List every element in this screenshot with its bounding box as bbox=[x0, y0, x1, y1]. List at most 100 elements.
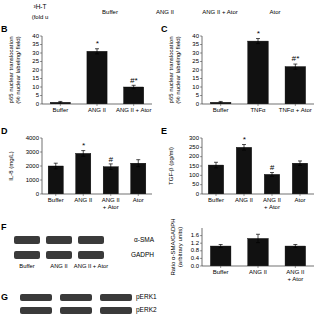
text-line: ANG II bbox=[286, 269, 304, 275]
x-tick bbox=[258, 266, 259, 268]
y-tick bbox=[200, 175, 202, 176]
x-tick-label: ANG II bbox=[88, 107, 106, 113]
error-bar bbox=[109, 164, 113, 170]
strip-label: ³H-T bbox=[34, 3, 47, 10]
y-tick-label: 25 bbox=[192, 58, 199, 64]
y-tick-label: 1.2 bbox=[191, 240, 200, 246]
x-tick-label: Buffer bbox=[48, 197, 64, 203]
x-tick bbox=[133, 104, 134, 106]
marks bbox=[210, 39, 305, 104]
strip-label: (fold u bbox=[32, 14, 49, 20]
error-cap bbox=[95, 48, 99, 49]
text-line: Buffer bbox=[213, 107, 229, 113]
bar-panel: B0510152025303540BufferANG IIANG II + At… bbox=[1, 24, 152, 113]
x-tick bbox=[300, 194, 301, 196]
error-cap bbox=[219, 244, 223, 245]
blot-band bbox=[78, 251, 104, 259]
blot-band bbox=[60, 307, 92, 314]
error-cap bbox=[132, 88, 136, 89]
blot-row-label: α-SMA bbox=[134, 236, 155, 243]
error-stem bbox=[55, 163, 56, 169]
error-cap bbox=[54, 163, 58, 164]
text-line: Buffer bbox=[48, 197, 64, 203]
text-line: + Ator bbox=[103, 204, 119, 210]
annotation: * bbox=[82, 141, 86, 150]
error-cap bbox=[132, 85, 136, 86]
y-tick-label: 4000 bbox=[26, 135, 40, 141]
error-cap bbox=[136, 166, 140, 167]
text-line: Buffer bbox=[213, 269, 229, 275]
y-tick-label: 3000 bbox=[26, 149, 40, 155]
marks bbox=[48, 151, 146, 194]
marks bbox=[208, 145, 307, 194]
blot-band bbox=[20, 307, 52, 314]
y-tick-label: 20 bbox=[32, 67, 39, 73]
error-cap bbox=[95, 53, 99, 54]
blot-band bbox=[60, 294, 92, 301]
y-tick-label: 50 bbox=[192, 181, 199, 187]
error-stem bbox=[110, 164, 111, 170]
y-tick-label: 1000 bbox=[26, 177, 40, 183]
error-stem bbox=[295, 64, 296, 69]
annotation: * bbox=[256, 29, 260, 38]
error-cap bbox=[293, 244, 297, 245]
y-tick-label: 0 bbox=[196, 191, 200, 197]
x-tick bbox=[60, 104, 61, 106]
text-line: Ator bbox=[133, 197, 144, 203]
bar-panel: C0510152025303540BufferTNFαTNFα + Atorp6… bbox=[161, 24, 314, 113]
text-line: ANG II bbox=[235, 197, 253, 203]
y-tick bbox=[200, 44, 202, 45]
x-tick bbox=[55, 194, 56, 196]
error-bar bbox=[293, 64, 297, 69]
y-tick bbox=[40, 152, 42, 153]
y-tick bbox=[40, 87, 42, 88]
y-tick bbox=[40, 104, 42, 105]
error-stem bbox=[138, 160, 139, 167]
y-label: p65 nuclear translocation bbox=[168, 36, 174, 103]
y-label: (arbitrary units) bbox=[177, 227, 183, 267]
text-line: Buffer bbox=[52, 107, 68, 113]
bar bbox=[131, 163, 146, 194]
error-cap bbox=[293, 247, 297, 248]
error-bar bbox=[219, 101, 223, 103]
y-tick bbox=[200, 87, 202, 88]
y-tick-label: 0.0 bbox=[191, 263, 200, 269]
error-bar bbox=[298, 161, 302, 165]
y-tick bbox=[200, 156, 202, 157]
x-tick bbox=[97, 104, 98, 106]
error-bar bbox=[293, 245, 297, 248]
y-tick-label: 15 bbox=[32, 75, 39, 81]
y-tick bbox=[40, 36, 42, 37]
error-cap bbox=[219, 247, 223, 248]
error-bar bbox=[136, 160, 140, 167]
figure: ³H-T (fold u Buffer ANG II ANG II + Ator Ator… bbox=[0, 0, 320, 320]
y-tick-label: 15 bbox=[192, 75, 199, 81]
y-tick bbox=[200, 235, 202, 236]
panel-label: G bbox=[1, 292, 8, 302]
y-tick-label: 0 bbox=[36, 101, 40, 107]
y-tick bbox=[40, 78, 42, 79]
y-tick bbox=[200, 166, 202, 167]
panel-label: D bbox=[1, 126, 8, 136]
error-cap bbox=[81, 156, 85, 157]
x-tick-label: ANG II bbox=[235, 197, 253, 203]
x-tick-label: Buffer bbox=[208, 197, 224, 203]
bar-panel: 0.00.40.81.21.6BufferANG IIANG II+ AtorR… bbox=[170, 218, 314, 281]
y-tick bbox=[40, 95, 42, 96]
y-tick bbox=[200, 36, 202, 37]
blot-band bbox=[20, 294, 52, 301]
y-tick-label: 2000 bbox=[26, 163, 40, 169]
error-cap bbox=[256, 43, 260, 44]
blot-panel: GpERK1pERK2 bbox=[1, 292, 157, 314]
x-tick bbox=[220, 104, 221, 106]
error-stem bbox=[216, 162, 217, 168]
blot-panel: Fα-SMAGADPHBufferANG IIANG II + Ator bbox=[1, 222, 155, 269]
text-line: TNFα + Ator bbox=[279, 107, 312, 113]
y-tick bbox=[200, 258, 202, 259]
error-cap bbox=[219, 103, 223, 104]
error-cap bbox=[54, 168, 58, 169]
marks bbox=[210, 234, 305, 266]
y-tick-label: 0 bbox=[196, 101, 200, 107]
x-tick bbox=[110, 194, 111, 196]
y-tick-label: 40 bbox=[32, 33, 39, 39]
